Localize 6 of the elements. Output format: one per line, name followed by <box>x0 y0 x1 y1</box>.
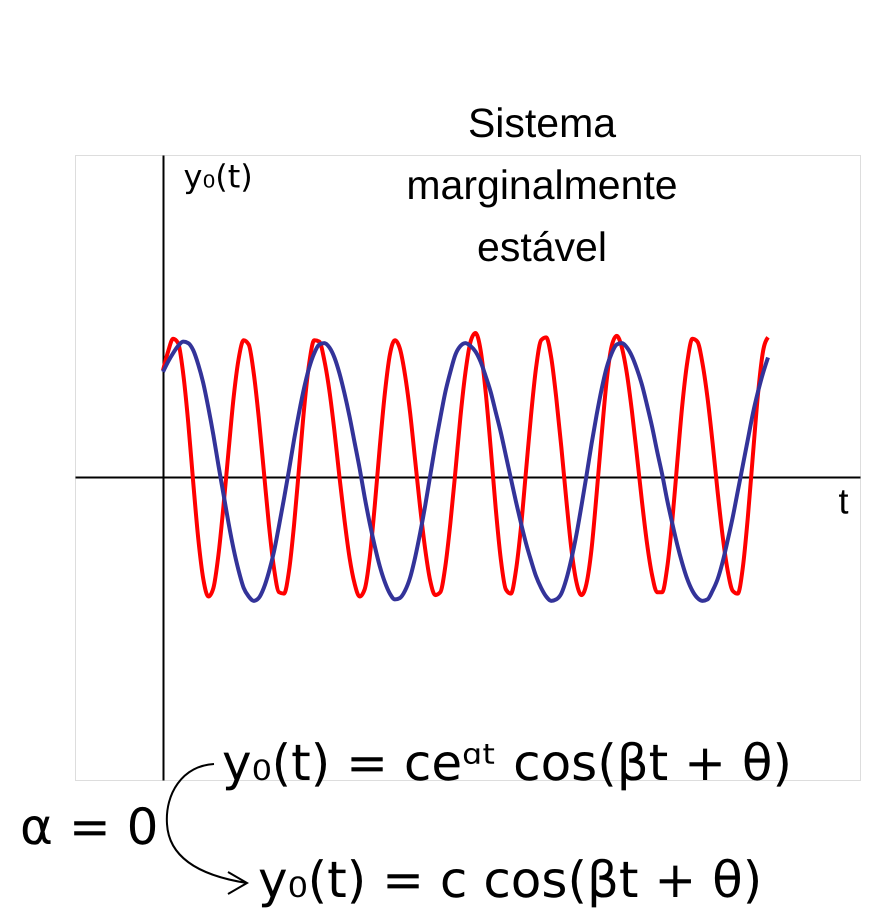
y-axis-title: y₀(t) <box>184 158 253 196</box>
text: y₀(t) = c cos(βt + θ) <box>258 851 762 909</box>
x-axis-title: t <box>838 480 849 522</box>
text: y₀(t) = ceᵅᵗ cos(βt + θ) <box>222 734 792 792</box>
text: Sistema marginalmente estável <box>406 100 678 270</box>
text: α = 0 <box>20 798 158 856</box>
